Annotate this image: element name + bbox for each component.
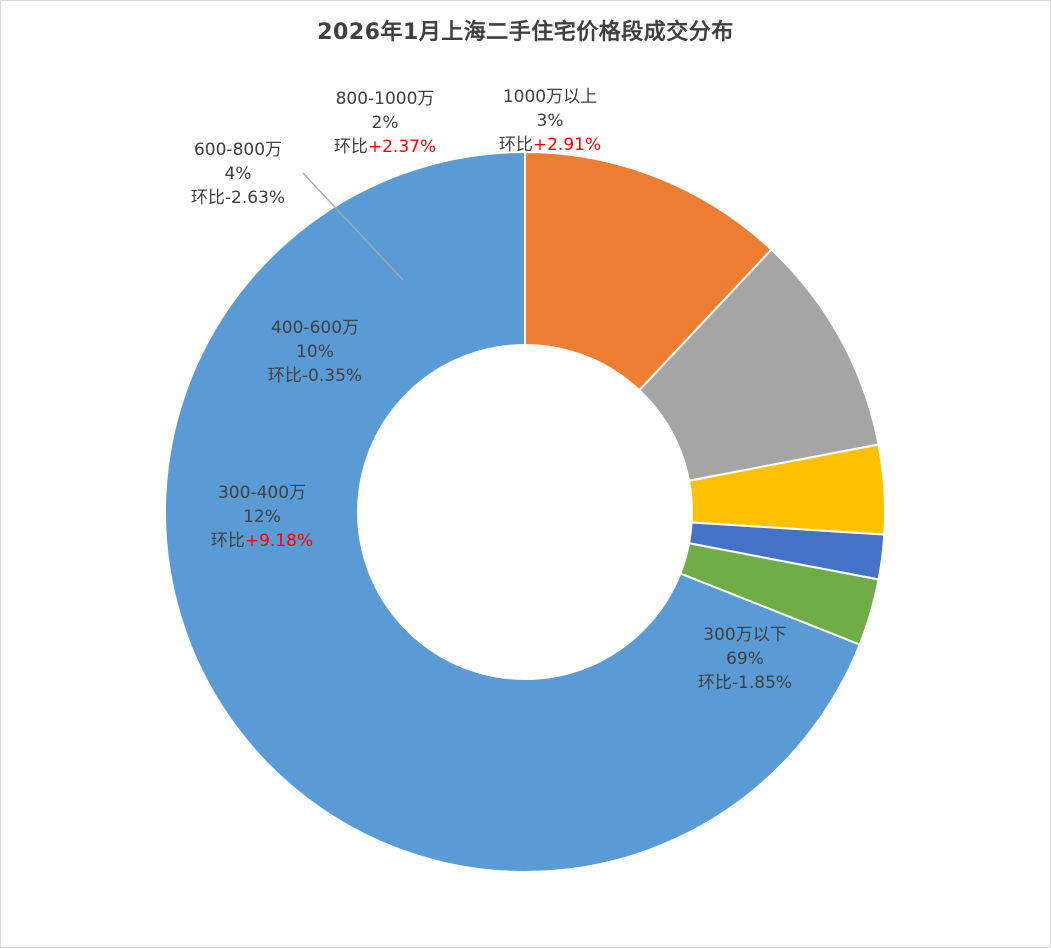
- slice-labels: 300万以下 69%环比-1.85%300-400万 12%环比+9.18%400-…: [191, 87, 792, 693]
- slice-mom-value: -0.35%: [302, 366, 362, 386]
- slice-mom-value: -1.85%: [732, 673, 792, 693]
- slice-percent: 69%: [726, 649, 764, 669]
- slice-name: 300-400万: [218, 483, 306, 503]
- slice-name: 1000万以上: [503, 87, 597, 107]
- slice-label-1000万以上: 1000万以上 3%环比+2.91%: [499, 87, 601, 155]
- slice-name: 600-800万: [194, 140, 282, 160]
- slice-mom-prefix: 环比: [334, 137, 368, 157]
- slice-mom-value: -2.63%: [225, 188, 285, 208]
- slice-mom-prefix: 环比: [191, 188, 225, 208]
- slice-percent: 2%: [372, 113, 399, 133]
- slice-label-300万以下: 300万以下 69% 环比-1.85%: [698, 625, 792, 693]
- slice-percent: 12%: [243, 507, 281, 527]
- slice-mom-prefix: 环比: [698, 673, 732, 693]
- donut-slices: [164, 150, 886, 873]
- slice-label-400-600万: 400-600万 10% 环比-0.35%: [268, 318, 362, 386]
- slice-mom-value: +2.37%: [368, 137, 436, 157]
- leader-line-600-800: [302, 172, 404, 281]
- chart-title: 2026年1月上海二手住宅价格段成交分布: [317, 20, 734, 45]
- slice-mom-prefix: 环比: [268, 366, 302, 386]
- slice-400-600万: [637, 248, 880, 482]
- slice-percent: 3%: [537, 111, 564, 131]
- slice-name: 300万以下: [703, 625, 786, 645]
- slice-percent: 4%: [225, 164, 252, 184]
- slice-mom-value: +2.91%: [533, 135, 601, 155]
- slice-300-400万: [524, 150, 773, 392]
- slice-name: 800-1000万: [336, 89, 435, 109]
- slice-label-800-1000万: 800-1000万 2%环比+2.37%: [334, 89, 436, 157]
- slice-label-300-400万: 300-400万 12% 环比+9.18%: [211, 483, 313, 551]
- slice-1000万以上: [678, 542, 880, 646]
- slice-mom-prefix: 环比: [499, 135, 533, 155]
- slice-mom-prefix: 环比: [211, 531, 245, 551]
- slice-percent: 10%: [296, 342, 334, 362]
- slice-300万以下: [164, 150, 862, 873]
- slice-name: 400-600万: [271, 318, 359, 338]
- slice-mom-value: +9.18%: [245, 531, 313, 551]
- slice-label-600-800万: 600-800万 4%环比-2.63%: [191, 140, 285, 208]
